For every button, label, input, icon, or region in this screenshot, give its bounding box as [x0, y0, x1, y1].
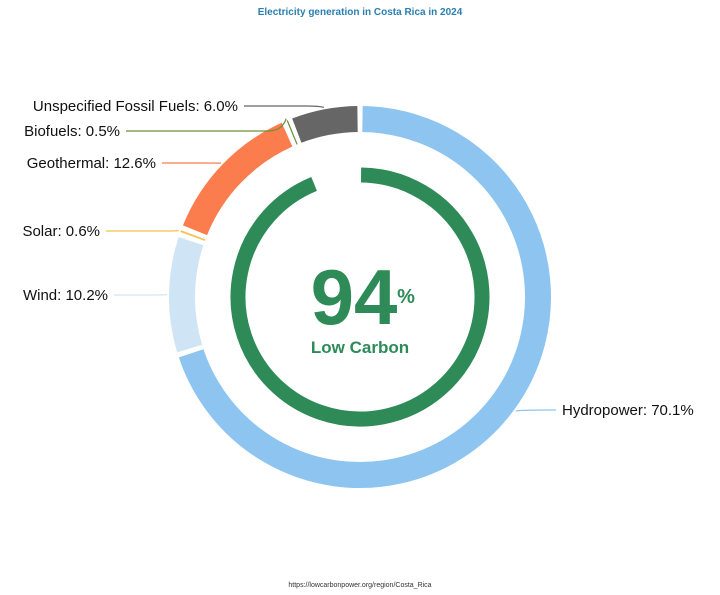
leader-line-biofuels: [126, 118, 287, 132]
center-label: Low Carbon: [311, 338, 409, 357]
label-geothermal: Geothermal: 12.6%: [27, 155, 156, 172]
center-value: 94: [311, 253, 398, 341]
source-url[interactable]: https://lowcarbonpower.org/region/Costa_…: [288, 582, 432, 589]
slice-unspecified-fossil-fuels: [292, 106, 359, 143]
leader-line-hydropower: [515, 409, 556, 412]
center-unit: %: [397, 286, 415, 308]
slice-geothermal: [182, 122, 293, 236]
label-biofuels: Biofuels: 0.5%: [24, 123, 120, 140]
label-solar: Solar: 0.6%: [22, 223, 100, 240]
label-unspecified-fossil-fuels: Unspecified Fossil Fuels: 6.0%: [33, 98, 238, 115]
leader-line-solar: [106, 229, 179, 232]
label-wind: Wind: 10.2%: [23, 287, 108, 304]
chart-title: Electricity generation in Costa Rica in …: [257, 7, 463, 18]
slice-hydropower: [178, 106, 551, 488]
slice-wind: [169, 237, 204, 353]
label-hydropower: Hydropower: 70.1%: [562, 402, 694, 419]
slice-solar: [180, 230, 206, 241]
low-carbon-ring: [230, 167, 490, 427]
leader-line-unspecified-fossil-fuels: [244, 105, 325, 108]
